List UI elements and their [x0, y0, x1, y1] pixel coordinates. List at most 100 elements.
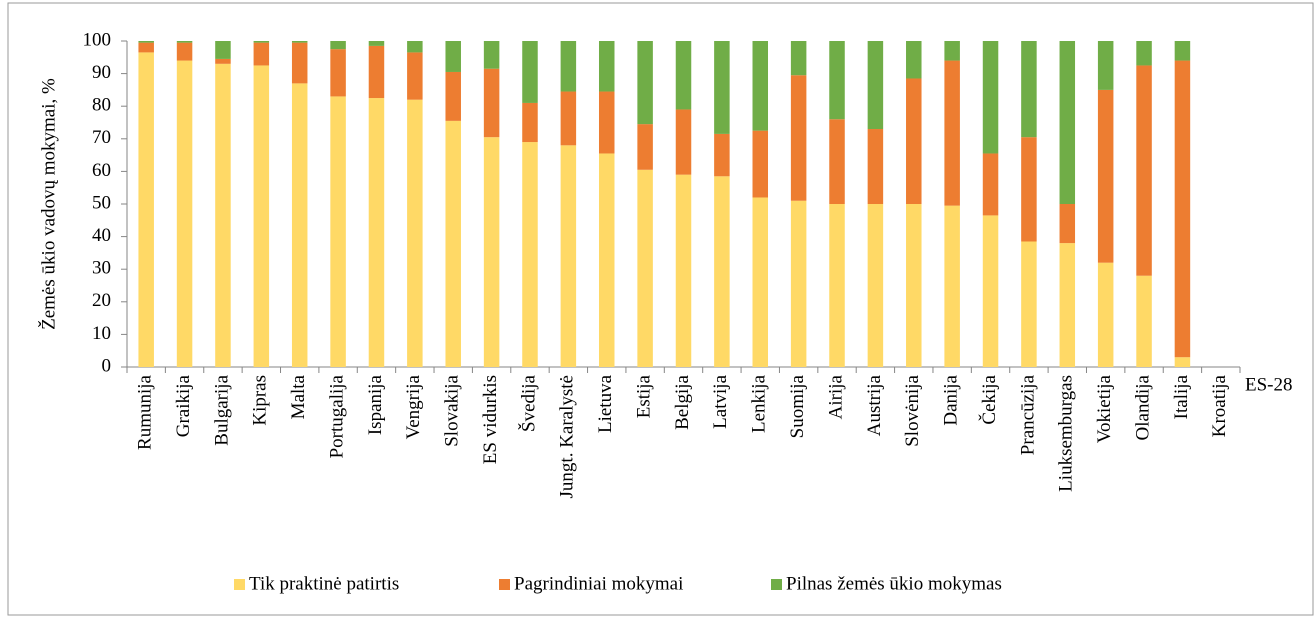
y-tick-label: 60 [92, 160, 111, 181]
x-tick-label: Čekija [978, 374, 1000, 424]
bar-segment [829, 119, 845, 204]
bar-segment [1021, 137, 1037, 242]
bar-segment [1174, 60, 1191, 358]
x-tick-label: Bulgarija [211, 374, 232, 445]
bar-segment [330, 96, 346, 368]
x-tick-label: Lietuva [595, 374, 616, 433]
x-tick-label: Italija [1171, 374, 1192, 419]
bar-segment [790, 75, 807, 201]
bar-segment [215, 63, 231, 367]
y-tick-label: 90 [92, 62, 111, 83]
bar-segment [1021, 241, 1037, 367]
bar-segment [637, 41, 653, 125]
bar-segment [1136, 275, 1152, 367]
bar-segment [1136, 65, 1152, 276]
bar-segment [906, 204, 922, 367]
x-tick-label: Estija [633, 374, 654, 418]
y-tick-label: 40 [92, 225, 111, 246]
x-tick-label: Latvija [710, 374, 731, 428]
bar-segment [675, 109, 692, 175]
x-tick-label: Olandija [1132, 374, 1153, 440]
y-tick-label: 80 [92, 95, 111, 116]
bar-segment [215, 58, 231, 64]
bar-segment [1097, 89, 1114, 263]
bar-segment [445, 41, 461, 72]
bar-segment [176, 41, 193, 43]
bar-segment [598, 153, 615, 367]
bar-segment [906, 41, 922, 79]
bar-segment [675, 174, 692, 367]
bar-segment [483, 68, 500, 138]
bar-segment [867, 41, 884, 130]
x-tick-label: Ispanija [365, 374, 386, 435]
chart-border [7, 2, 1314, 616]
bar-segment [560, 91, 577, 146]
bar-segment [407, 99, 423, 368]
y-tick-label: 10 [92, 323, 111, 344]
bar-segment [215, 41, 231, 59]
legend-swatch [499, 579, 510, 590]
bar-segment [790, 41, 807, 76]
bar-segment [138, 41, 154, 43]
bar-segment [522, 102, 538, 143]
bar-segment [675, 41, 692, 110]
bar-segment [291, 83, 308, 367]
bar-segment [867, 204, 884, 367]
bar-segment [598, 91, 615, 154]
x-tick-label: Slovėnija [902, 374, 923, 446]
bar-segment [752, 130, 769, 198]
bar-segment [1021, 41, 1037, 138]
y-tick-label: 30 [92, 258, 111, 279]
bar-segment [944, 60, 960, 206]
bar-segment [253, 42, 270, 66]
x-tick-label: Airija [825, 374, 846, 419]
x-tick-label: Švedija [517, 374, 539, 432]
bar-segment [253, 41, 270, 43]
bar-segment [407, 52, 423, 100]
bar-segment [829, 41, 845, 120]
bar-segment [790, 200, 807, 367]
bar-segment [752, 197, 769, 367]
x-tick-label: ES vidurkis [480, 375, 501, 464]
bar-segment [867, 129, 884, 204]
x-tick-label: Vengrija [403, 374, 424, 439]
bar-segment [1136, 41, 1152, 66]
bar-segment [1097, 41, 1114, 90]
bar-segment [982, 41, 999, 154]
bar-segment [522, 142, 538, 367]
x-tick-label: Lenkija [749, 374, 770, 433]
bar-segment [1174, 41, 1191, 61]
legend-label: Pilnas žemės ūkio mokymas [786, 573, 1002, 594]
y-axis-label: Žemės ūkio vadovų mokymai, % [37, 78, 59, 330]
legend-label: Pagrindiniai mokymai [514, 573, 683, 594]
bar-segment [138, 52, 154, 367]
x-tick-label: Prancūzija [1017, 374, 1038, 455]
x-axis-label: ES-28 [1245, 374, 1293, 395]
bar-segment [522, 41, 538, 103]
bar-segment [560, 41, 577, 92]
bar-segment [1059, 243, 1076, 367]
x-tick-label: Slovakija [442, 374, 463, 446]
bar-segment [291, 41, 308, 43]
bar-segment [560, 145, 577, 367]
bar-segment [829, 204, 845, 367]
bar-segment [1059, 41, 1076, 204]
bar-segment [598, 41, 615, 92]
bar-segment [330, 49, 346, 97]
bar-segment [176, 60, 193, 368]
bar-segment [445, 120, 461, 368]
bar-segment [982, 215, 999, 367]
y-tick-label: 70 [92, 127, 111, 148]
legend-swatch [771, 579, 782, 590]
bar-segment [253, 65, 270, 367]
bar-segment [291, 42, 308, 84]
bar-segment [714, 176, 730, 367]
bar-segment [714, 133, 730, 177]
x-tick-label: Graikija [173, 374, 194, 437]
bar-segment [944, 41, 960, 61]
x-tick-label: Danija [941, 374, 962, 425]
bar-segment [138, 42, 154, 53]
bar-segment [637, 169, 653, 367]
